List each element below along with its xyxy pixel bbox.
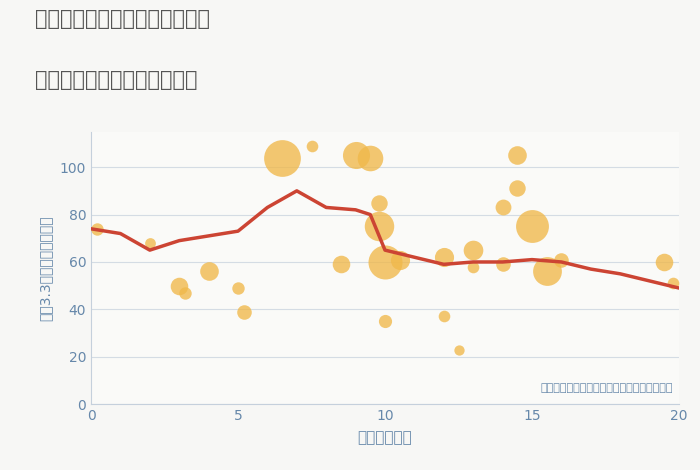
Point <box>232 284 244 292</box>
Point <box>526 223 538 230</box>
Text: 円の大きさは、取引のあった物件面積を示す: 円の大きさは、取引のあった物件面積を示す <box>540 384 673 393</box>
Point <box>365 154 376 161</box>
Point <box>144 239 155 247</box>
Point <box>379 317 391 325</box>
Point <box>91 225 102 233</box>
Point <box>497 204 508 211</box>
Point <box>512 185 523 192</box>
Point <box>497 260 508 268</box>
Text: 駅距離別中古マンション価格: 駅距離別中古マンション価格 <box>35 70 197 91</box>
Point <box>276 154 288 161</box>
Point <box>438 253 449 261</box>
Y-axis label: 坪（3.3㎡）単価（万円）: 坪（3.3㎡）単価（万円） <box>38 215 52 321</box>
Point <box>374 223 385 230</box>
Point <box>541 268 552 275</box>
Point <box>306 142 317 149</box>
Point <box>179 289 190 297</box>
Point <box>203 268 214 275</box>
Point <box>438 313 449 320</box>
Point <box>335 260 346 268</box>
Point <box>512 151 523 159</box>
Point <box>379 258 391 266</box>
Point <box>374 199 385 206</box>
Point <box>468 246 479 254</box>
Point <box>453 346 464 353</box>
Point <box>556 256 567 263</box>
Point <box>668 280 679 287</box>
Point <box>174 282 185 290</box>
X-axis label: 駅距離（分）: 駅距離（分） <box>358 430 412 445</box>
Text: 愛知県稲沢市祖父江町三丸渕の: 愛知県稲沢市祖父江町三丸渕の <box>35 9 210 30</box>
Point <box>238 308 249 315</box>
Point <box>350 151 361 159</box>
Point <box>659 258 670 266</box>
Point <box>468 263 479 270</box>
Point <box>394 256 405 263</box>
